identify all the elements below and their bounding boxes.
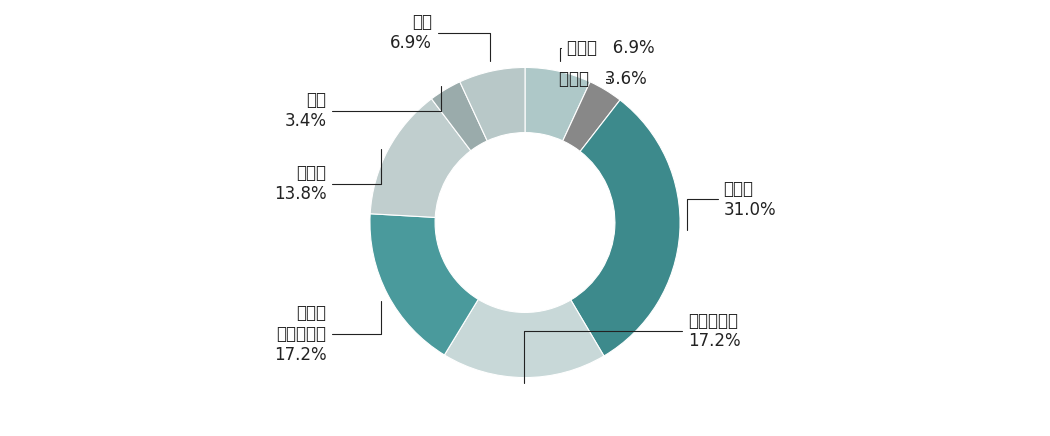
Wedge shape — [460, 68, 525, 141]
Text: 製造業
31.0%: 製造業 31.0% — [688, 180, 776, 230]
Text: 教員
6.9%: 教員 6.9% — [391, 13, 490, 61]
Wedge shape — [571, 100, 680, 356]
Wedge shape — [371, 99, 470, 218]
Text: 公務員   6.9%: 公務員 6.9% — [560, 39, 654, 61]
Text: その他   3.6%: その他 3.6% — [559, 70, 647, 88]
Wedge shape — [525, 68, 590, 141]
Text: 情報通信業
17.2%: 情報通信業 17.2% — [524, 312, 740, 382]
Text: 輸送
3.4%: 輸送 3.4% — [285, 85, 441, 130]
Wedge shape — [444, 300, 604, 378]
Text: 技術・
サービス業
17.2%: 技術・ サービス業 17.2% — [274, 301, 381, 364]
Wedge shape — [370, 214, 478, 355]
Wedge shape — [563, 82, 621, 151]
Wedge shape — [432, 82, 487, 151]
Text: 建設業
13.8%: 建設業 13.8% — [274, 149, 381, 203]
